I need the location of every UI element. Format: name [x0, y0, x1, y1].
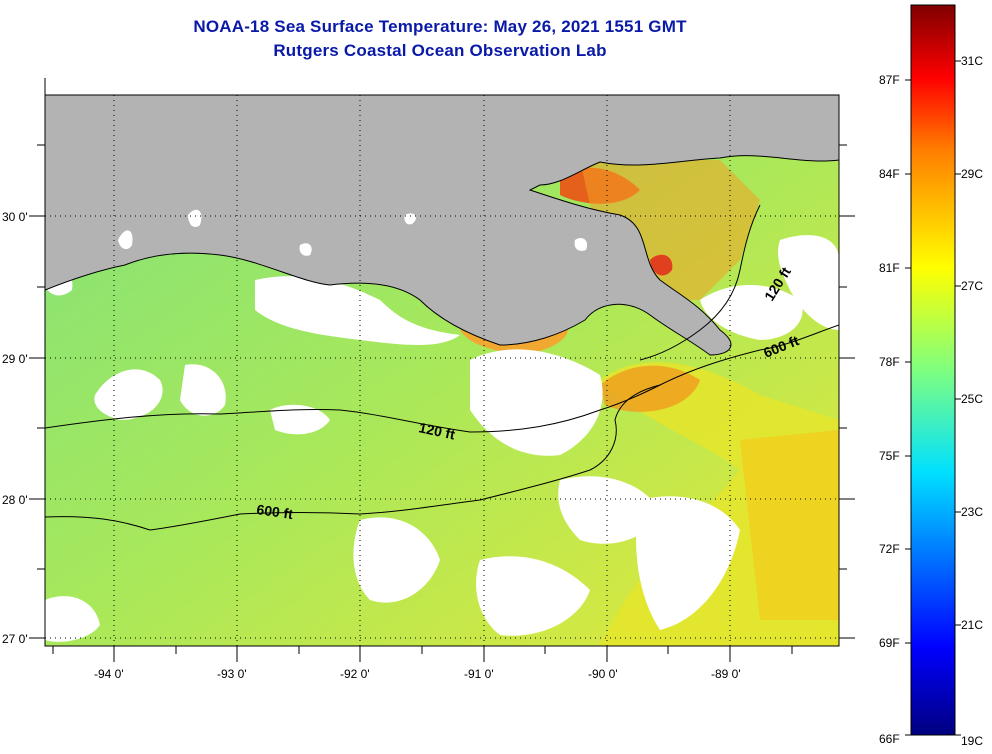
- lat-label: 28 0': [2, 493, 28, 507]
- contour-600-ft: [45, 384, 661, 531]
- contour-120-ft-east: [639, 204, 761, 361]
- colorbar-c-label: 27C: [961, 279, 983, 293]
- temperature-colorbar: 87F 84F 81F 78F 75F 72F 69F 66F 31C 29C …: [879, 4, 983, 748]
- colorbar-c-label: 29C: [961, 167, 983, 181]
- lon-label: -94 0': [94, 667, 124, 681]
- colorbar-c-label: 21C: [961, 618, 983, 632]
- colorbar-f-label: 72F: [879, 542, 900, 556]
- longitude-labels: -94 0' -93 0' -92 0' -91 0' -90 0' -89 0…: [94, 667, 741, 681]
- colorbar-c-label: 25C: [961, 392, 983, 406]
- lat-label: 29 0': [2, 352, 28, 366]
- lon-label: -89 0': [711, 667, 741, 681]
- contour-label-600: 600 ft: [256, 501, 295, 522]
- isobath-contours: [45, 204, 839, 531]
- colorbar-f-label: 78F: [879, 355, 900, 369]
- lon-label: -92 0': [340, 667, 370, 681]
- colorbar-f-label: 87F: [879, 73, 900, 87]
- cloud-mask: [45, 235, 839, 642]
- map-frame: [44, 94, 840, 647]
- contour-120-ft: [45, 324, 839, 433]
- colorbar-f-label: 81F: [879, 261, 900, 275]
- colorbar-f-label: 69F: [879, 636, 900, 650]
- contour-label-120: 120 ft: [417, 419, 456, 442]
- latitude-labels: 30 0' 29 0' 28 0' 27 0': [2, 210, 28, 646]
- colorbar-gradient: [910, 4, 956, 736]
- graticule: [45, 95, 839, 646]
- colorbar-c-label: 19C: [961, 734, 983, 748]
- axis-ticks: [29, 78, 855, 662]
- colorbar-f-label: 66F: [879, 732, 900, 746]
- lon-label: -90 0': [588, 667, 618, 681]
- colorbar-f-label: 84F: [879, 167, 900, 181]
- colorbar-c-label: 31C: [961, 54, 983, 68]
- inland-bays: [118, 209, 588, 256]
- lat-label: 27 0': [2, 632, 28, 646]
- colorbar-c-label: 23C: [961, 505, 983, 519]
- map-panel: 120 ft 600 ft 600 ft 120 ft: [45, 95, 839, 646]
- chart-title: NOAA-18 Sea Surface Temperature: May 26,…: [193, 17, 687, 36]
- lat-label: 30 0': [2, 210, 28, 224]
- chart-subtitle: Rutgers Coastal Ocean Observation Lab: [273, 41, 607, 60]
- lon-label: -93 0': [217, 667, 247, 681]
- colorbar-f-label: 75F: [879, 449, 900, 463]
- lon-label: -91 0': [464, 667, 494, 681]
